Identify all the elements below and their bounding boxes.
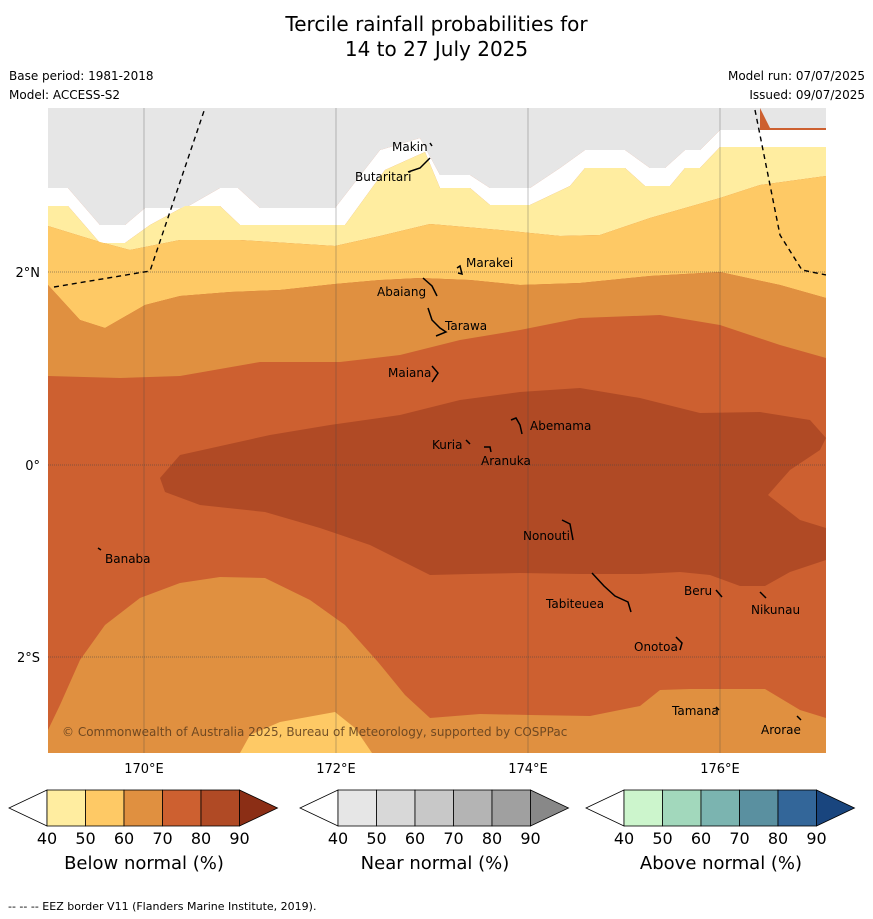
island-label: Tamana [671, 704, 719, 718]
colorbar-segment [491, 789, 531, 827]
colorbar-extend-low [585, 789, 625, 827]
colorbar-title-below: Below normal (%) [64, 853, 224, 874]
colorbar-segment [739, 789, 779, 827]
colorbar-tick-label: 90 [520, 829, 540, 848]
colorbar-extend-high [816, 789, 856, 827]
colorbar-tick-label: 70 [152, 829, 172, 848]
island-outlines [97, 142, 802, 721]
lat-label-2s: 2°S [17, 651, 40, 666]
near-normal-region [48, 108, 826, 225]
colorbars: 40 50 60 70 80 90 40 50 60 70 80 90 40 50 60 70 80 90 [8, 789, 856, 848]
colorbar-extend-high [530, 789, 570, 827]
colorbar-segment [453, 789, 493, 827]
below-60-70-south-region [48, 577, 826, 753]
colorbar-tick-label: 80 [768, 829, 788, 848]
colorbar-tick-label: 90 [229, 829, 249, 848]
title-line-2: 14 to 27 July 2025 [344, 37, 529, 61]
island-label: Tarawa [444, 319, 487, 333]
colorbar-segment [46, 789, 86, 827]
colorbar-segment [376, 789, 416, 827]
colorbar-extend-low [8, 789, 48, 827]
island-labels: Makin Butaritari Marakei Abaiang Tarawa … [105, 140, 801, 737]
below-50-60-south-region [240, 712, 372, 753]
title-line-1: Tercile rainfall probabilities for [285, 12, 588, 36]
lon-label-176e: 176°E [700, 762, 740, 777]
colorbar-0: 40 50 60 70 80 90 [8, 789, 279, 848]
island-label: Nonouti [523, 529, 570, 543]
colorbar-title-above: Above normal (%) [639, 853, 803, 874]
below-40-50-region [48, 147, 826, 250]
lon-label-174e: 174°E [508, 762, 548, 777]
copyright-text: © Commonwealth of Australia 2025, Bureau… [62, 725, 567, 739]
colorbar-1: 40 50 60 70 80 90 [299, 789, 570, 848]
colorbar-segment [700, 789, 740, 827]
colorbar-extend-high [239, 789, 279, 827]
colorbar-tick-label: 60 [114, 829, 134, 848]
colorbar-tick-label: 90 [806, 829, 826, 848]
colorbar-tick-label: 50 [75, 829, 95, 848]
island-label: Kuria [432, 438, 463, 452]
island-label: Tabiteuea [545, 597, 604, 611]
colorbar-segment [414, 789, 454, 827]
island-label: Abemama [530, 419, 591, 433]
footer-note: -- -- -- EEZ border V11 (Flanders Marine… [8, 900, 317, 913]
island-label: Banaba [105, 552, 151, 566]
island-label: Makin [392, 140, 428, 154]
lat-grid [48, 271, 826, 658]
base-period: Base period: 1981-2018 [9, 69, 154, 83]
island-label: Arorae [761, 723, 801, 737]
colorbar-segment [200, 789, 240, 827]
colorbar-segment [162, 789, 202, 827]
lat-label-2n: 2°N [16, 266, 41, 281]
colorbar-tick-label: 80 [482, 829, 502, 848]
colorbar-segment [85, 789, 125, 827]
colorbar-tick-label: 60 [405, 829, 425, 848]
colorbar-tick-label: 70 [443, 829, 463, 848]
colorbar-extend-low [299, 789, 339, 827]
colorbar-segment [662, 789, 702, 827]
issued-date: Issued: 09/07/2025 [749, 88, 865, 102]
meta-right: Model run: 07/07/2025 Issued: 09/07/2025 [728, 68, 865, 103]
colorbar-tick-label: 40 [37, 829, 57, 848]
colorbar-tick-label: 40 [614, 829, 634, 848]
below-80-90-region [160, 388, 826, 586]
map-title: Tercile rainfall probabilities for 14 to… [0, 12, 873, 62]
island-label: Nikunau [751, 603, 800, 617]
colorbar-segment [623, 789, 663, 827]
model-name: Model: ACCESS-S2 [9, 88, 121, 102]
eez-border-east [754, 109, 826, 276]
lon-label-170e: 170°E [124, 762, 164, 777]
colorbar-tick-label: 50 [652, 829, 672, 848]
colorbar-segment [123, 789, 163, 827]
grid [143, 108, 721, 753]
colorbar-2: 40 50 60 70 80 90 [585, 789, 856, 848]
colorbar-tick-label: 80 [191, 829, 211, 848]
colorbar-tick-label: 70 [729, 829, 749, 848]
lon-label-172e: 172°E [316, 762, 356, 777]
colorbar-tick-label: 60 [691, 829, 711, 848]
colorbar-segment [337, 789, 377, 827]
lat-label-0: 0° [25, 459, 40, 474]
model-run: Model run: 07/07/2025 [727, 69, 865, 83]
island-label: Maiana [388, 366, 431, 380]
island-label: Onotoa [634, 640, 678, 654]
meta-left: Base period: 1981-2018 Model: ACCESS-S2 [9, 68, 154, 103]
island-label: Aranuka [481, 454, 531, 468]
island-label: Beru [684, 584, 712, 598]
island-label: Butaritari [355, 170, 412, 184]
colorbar-tick-label: 50 [366, 829, 386, 848]
colorbar-tick-label: 40 [328, 829, 348, 848]
below-50-60-region [48, 176, 826, 328]
white-gap [48, 130, 826, 243]
colorbar-title-near: Near normal (%) [360, 853, 510, 874]
island-label: Abaiang [377, 285, 426, 299]
island-label: Marakei [466, 256, 513, 270]
colorbar-segment [777, 789, 817, 827]
